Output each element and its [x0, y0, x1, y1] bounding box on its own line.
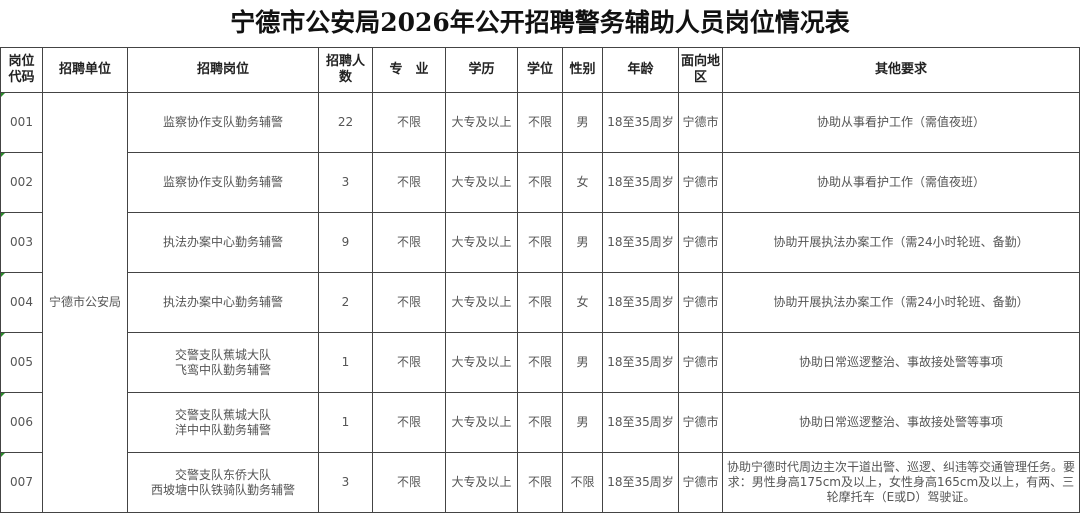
cell-degree: 不限: [517, 332, 563, 393]
column-header: 招聘岗位: [127, 47, 319, 93]
table-row: 005 交警支队蕉城大队 飞鸾中队勤务辅警 1 不限 大专及以上 不限男 18至35周岁 宁德…: [0, 332, 1080, 393]
cell-code: 004: [0, 272, 43, 333]
column-header: 学位: [517, 47, 563, 93]
cell-degree: 不限: [517, 212, 563, 273]
column-header: 面向地区: [678, 47, 723, 93]
cell-post: 交警支队蕉城大队 飞鸾中队勤务辅警: [127, 332, 319, 393]
cell-count: 3: [318, 452, 373, 513]
cell-post: 执法办案中心勤务辅警: [127, 212, 319, 273]
cell-gender: 男: [562, 392, 603, 453]
cell-other: 协助从事看护工作（需值夜班）: [722, 152, 1080, 213]
table-row: 002 监察协作支队勤务辅警 3 不限 大专及以上 不限女 18至35周岁 宁德市 协助从事看护…: [0, 152, 1080, 213]
positions-table: 岗位代码 招聘单位 招聘岗位 招聘人数专 业学历 学位 性别 年龄 面向地区 其他要求 001 宁…: [0, 47, 1080, 513]
cell-count: 2: [318, 272, 373, 333]
cell-post: 交警支队蕉城大队 洋中中队勤务辅警: [127, 392, 319, 453]
cell-other: 协助从事看护工作（需值夜班）: [722, 92, 1080, 153]
cell-edu: 大专及以上: [445, 272, 518, 333]
cell-region: 宁德市: [678, 332, 723, 393]
cell-code: 001: [0, 92, 43, 153]
cell-post: 交警支队东侨大队 西坡塘中队铁骑队勤务辅警: [127, 452, 319, 513]
cell-region: 宁德市: [678, 212, 723, 273]
cell-code: 002: [0, 152, 43, 213]
cell-age: 18至35周岁: [602, 452, 679, 513]
cell-count: 1: [318, 392, 373, 453]
cell-major: 不限: [372, 392, 446, 453]
cell-major: 不限: [372, 272, 446, 333]
column-header: 学历: [445, 47, 518, 93]
cell-degree: 不限: [517, 272, 563, 333]
cell-edu: 大专及以上: [445, 452, 518, 513]
cell-degree: 不限: [517, 392, 563, 453]
cell-major: 不限: [372, 92, 446, 153]
cell-gender: 女: [562, 272, 603, 333]
cell-edu: 大专及以上: [445, 332, 518, 393]
cell-other: 协助开展执法办案工作（需24小时轮班、备勤）: [722, 212, 1080, 273]
cell-count: 22: [318, 92, 373, 153]
cell-age: 18至35周岁: [602, 272, 679, 333]
cell-post: 监察协作支队勤务辅警: [127, 92, 319, 153]
cell-post: 执法办案中心勤务辅警: [127, 272, 319, 333]
cell-region: 宁德市: [678, 452, 723, 513]
cell-region: 宁德市: [678, 92, 723, 153]
cell-count: 9: [318, 212, 373, 273]
cell-major: 不限: [372, 332, 446, 393]
cell-gender: 不限: [562, 452, 603, 513]
table-row: 006 交警支队蕉城大队 洋中中队勤务辅警 1 不限 大专及以上 不限男 18至35周岁 宁德…: [0, 392, 1080, 453]
column-header: 专 业: [372, 47, 446, 93]
column-header: 其他要求: [722, 47, 1080, 93]
cell-major: 不限: [372, 452, 446, 513]
table-row: 001 宁德市公安局 监察协作支队勤务辅警 22 不限 大专及以上 不限男 18至35周岁 宁德…: [0, 92, 1080, 513]
cell-gender: 男: [562, 92, 603, 153]
cell-post: 监察协作支队勤务辅警: [127, 152, 319, 213]
cell-code: 006: [0, 392, 43, 453]
cell-count: 1: [318, 332, 373, 393]
cell-gender: 男: [562, 212, 603, 273]
cell-other: 协助开展执法办案工作（需24小时轮班、备勤）: [722, 272, 1080, 333]
cell-gender: 女: [562, 152, 603, 213]
cell-degree: 不限: [517, 152, 563, 213]
cell-age: 18至35周岁: [602, 152, 679, 213]
table-row: 003 执法办案中心勤务辅警 9 不限 大专及以上 不限男 18至35周岁 宁德市 协助开展执法…: [0, 212, 1080, 273]
cell-age: 18至35周岁: [602, 392, 679, 453]
column-header: 岗位代码: [0, 47, 43, 93]
table-row: 004 执法办案中心勤务辅警 2 不限 大专及以上 不限女 18至35周岁 宁德市 协助开展执法…: [0, 272, 1080, 333]
cell-age: 18至35周岁: [602, 332, 679, 393]
cell-count: 3: [318, 152, 373, 213]
cell-degree: 不限: [517, 452, 563, 513]
cell-unit: 宁德市公安局: [42, 92, 128, 513]
cell-code: 007: [0, 452, 43, 513]
cell-other: 协助日常巡逻整治、事故接处警等事项: [722, 392, 1080, 453]
table-row: 007 交警支队东侨大队 西坡塘中队铁骑队勤务辅警 3 不限 大专及以上 不限 不限 18至3…: [0, 452, 1080, 513]
header-row: 岗位代码 招聘单位 招聘岗位 招聘人数专 业学历 学位 性别 年龄 面向地区 其他要求: [0, 47, 1080, 93]
cell-code: 005: [0, 332, 43, 393]
cell-code: 003: [0, 212, 43, 273]
page-title: 宁德市公安局2026年公开招聘警务辅助人员岗位情况表: [230, 8, 850, 37]
cell-other: 协助日常巡逻整治、事故接处警等事项: [722, 332, 1080, 393]
column-header: 招聘人数: [318, 47, 373, 93]
cell-degree: 不限: [517, 92, 563, 153]
cell-gender: 男: [562, 332, 603, 393]
cell-other: 协助宁德时代周边主次干道出警、巡逻、纠违等交通管理任务。要求：男性身高175cm…: [722, 452, 1080, 513]
column-header: 性别: [562, 47, 603, 93]
cell-edu: 大专及以上: [445, 392, 518, 453]
cell-region: 宁德市: [678, 272, 723, 333]
cell-major: 不限: [372, 212, 446, 273]
cell-edu: 大专及以上: [445, 152, 518, 213]
column-header: 招聘单位: [42, 47, 128, 93]
cell-region: 宁德市: [678, 392, 723, 453]
cell-edu: 大专及以上: [445, 92, 518, 153]
cell-age: 18至35周岁: [602, 212, 679, 273]
cell-region: 宁德市: [678, 152, 723, 213]
column-header: 年龄: [602, 47, 679, 93]
cell-edu: 大专及以上: [445, 212, 518, 273]
cell-major: 不限: [372, 152, 446, 213]
cell-age: 18至35周岁: [602, 92, 679, 153]
